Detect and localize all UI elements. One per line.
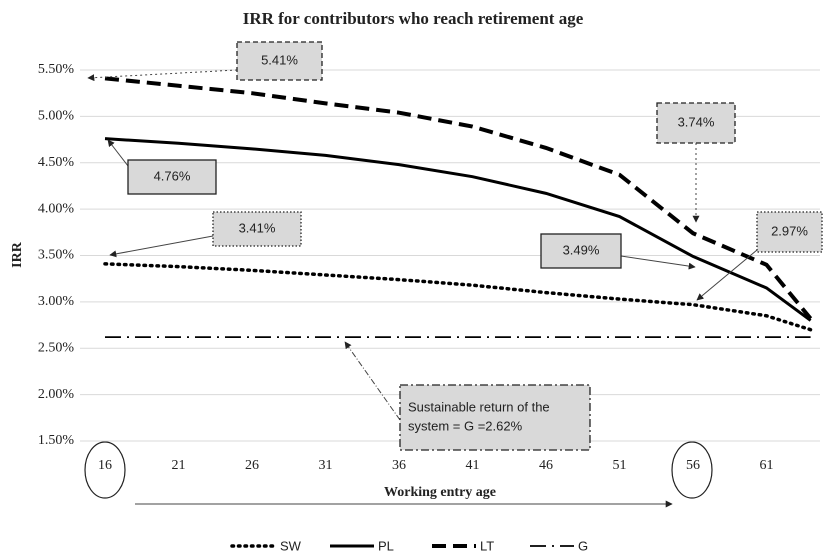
y-axis-label: IRR — [10, 241, 25, 268]
annotation-arrow — [107, 139, 129, 167]
x-tick-label: 41 — [466, 458, 480, 473]
annotation-arrow — [109, 235, 214, 258]
annotation-text: 2.97% — [771, 223, 808, 238]
annotation-box — [656, 102, 736, 144]
annotation-box — [236, 41, 323, 81]
x-axis-label: Working entry age — [384, 485, 496, 500]
x-tick-label: 51 — [613, 458, 627, 473]
annotation-box — [399, 384, 591, 451]
x-tick-label: 36 — [392, 458, 406, 473]
x-tick-label: 31 — [319, 458, 333, 473]
annotation-text: 4.76% — [154, 168, 191, 183]
y-tick-label: 2.50% — [38, 340, 75, 355]
y-tick-label: 3.00% — [38, 294, 75, 309]
annotation-box — [127, 159, 217, 195]
y-tick-label: 1.50% — [38, 433, 75, 448]
highlight-circle — [84, 441, 126, 499]
series-line — [104, 76, 813, 320]
annotation-arrow — [696, 249, 758, 301]
y-tick-label: 2.00% — [38, 387, 75, 402]
highlight-circle — [671, 441, 713, 499]
y-tick-label: 4.50% — [38, 155, 75, 170]
legend-label: SW — [280, 538, 302, 553]
x-tick-label: 61 — [760, 458, 774, 473]
y-tick-label: 5.00% — [38, 109, 75, 124]
legend-label: PL — [378, 538, 394, 553]
annotation-text: Sustainable return of the — [408, 399, 550, 414]
annotation-arrow — [344, 341, 401, 421]
annotation-text: 5.41% — [261, 52, 298, 67]
x-tick-label: 46 — [539, 458, 553, 473]
annotation-box — [540, 233, 622, 269]
y-tick-label: 4.00% — [38, 201, 75, 216]
annotation-arrow — [620, 255, 696, 270]
annotation-text: system = G =2.62% — [408, 418, 523, 433]
annotation-box — [756, 211, 823, 253]
legend-label: LT — [480, 538, 494, 553]
x-tick-label: 16 — [98, 458, 112, 473]
annotation-text: 3.49% — [563, 242, 600, 257]
series-line — [103, 262, 813, 332]
annotation-arrow — [87, 69, 238, 82]
series-line — [104, 137, 812, 322]
annotation-box — [212, 211, 302, 247]
legend-label: G — [578, 538, 588, 553]
x-tick-label: 21 — [172, 458, 186, 473]
annotation-text: 3.74% — [678, 114, 715, 129]
y-tick-label: 3.50% — [38, 248, 75, 263]
x-tick-label: 26 — [245, 458, 259, 473]
chart-title: IRR for contributors who reach retiremen… — [243, 9, 584, 28]
y-tick-label: 5.50% — [38, 62, 75, 77]
annotation-text: 3.41% — [239, 220, 276, 235]
x-tick-label: 56 — [686, 458, 700, 473]
